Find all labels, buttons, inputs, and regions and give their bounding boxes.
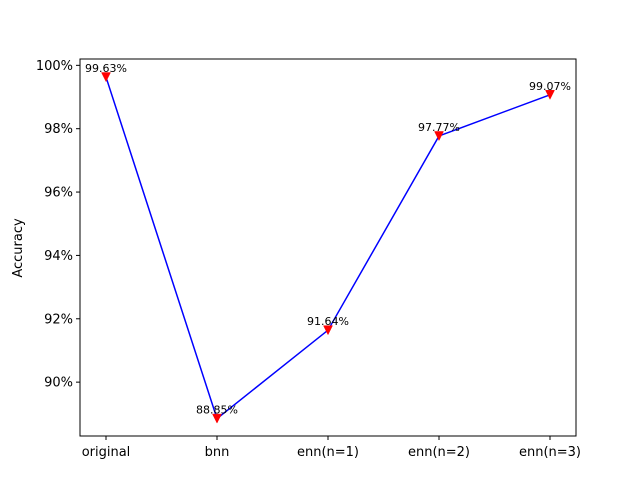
- y-tick-label: 98%: [44, 122, 73, 137]
- data-label: 88.85%: [196, 404, 238, 417]
- y-tick-label: 92%: [44, 312, 73, 327]
- data-label: 97.77%: [418, 121, 460, 134]
- x-tick-label: enn(n=3): [519, 445, 581, 460]
- data-label: 99.07%: [529, 80, 571, 93]
- data-label: 91.64%: [307, 315, 349, 328]
- data-point-marker: [212, 413, 222, 424]
- x-tick-label: enn(n=2): [408, 445, 470, 460]
- data-point-marker: [101, 72, 111, 83]
- y-tick-label: 100%: [36, 59, 73, 74]
- data-point-marker: [323, 325, 333, 336]
- x-tick-label: bnn: [205, 445, 230, 460]
- y-tick-label: 90%: [44, 376, 73, 391]
- x-tick-label: original: [82, 445, 131, 460]
- y-tick-label: 96%: [44, 186, 73, 201]
- y-axis-title: Accuracy: [11, 218, 26, 278]
- data-point-marker: [434, 131, 444, 142]
- plot-frame: [79, 58, 577, 437]
- data-label: 99.63%: [85, 62, 127, 75]
- y-tick-label: 94%: [44, 249, 73, 264]
- data-point-marker: [545, 90, 555, 100]
- series-line: [105, 76, 551, 420]
- x-tick-label: enn(n=1): [297, 445, 359, 460]
